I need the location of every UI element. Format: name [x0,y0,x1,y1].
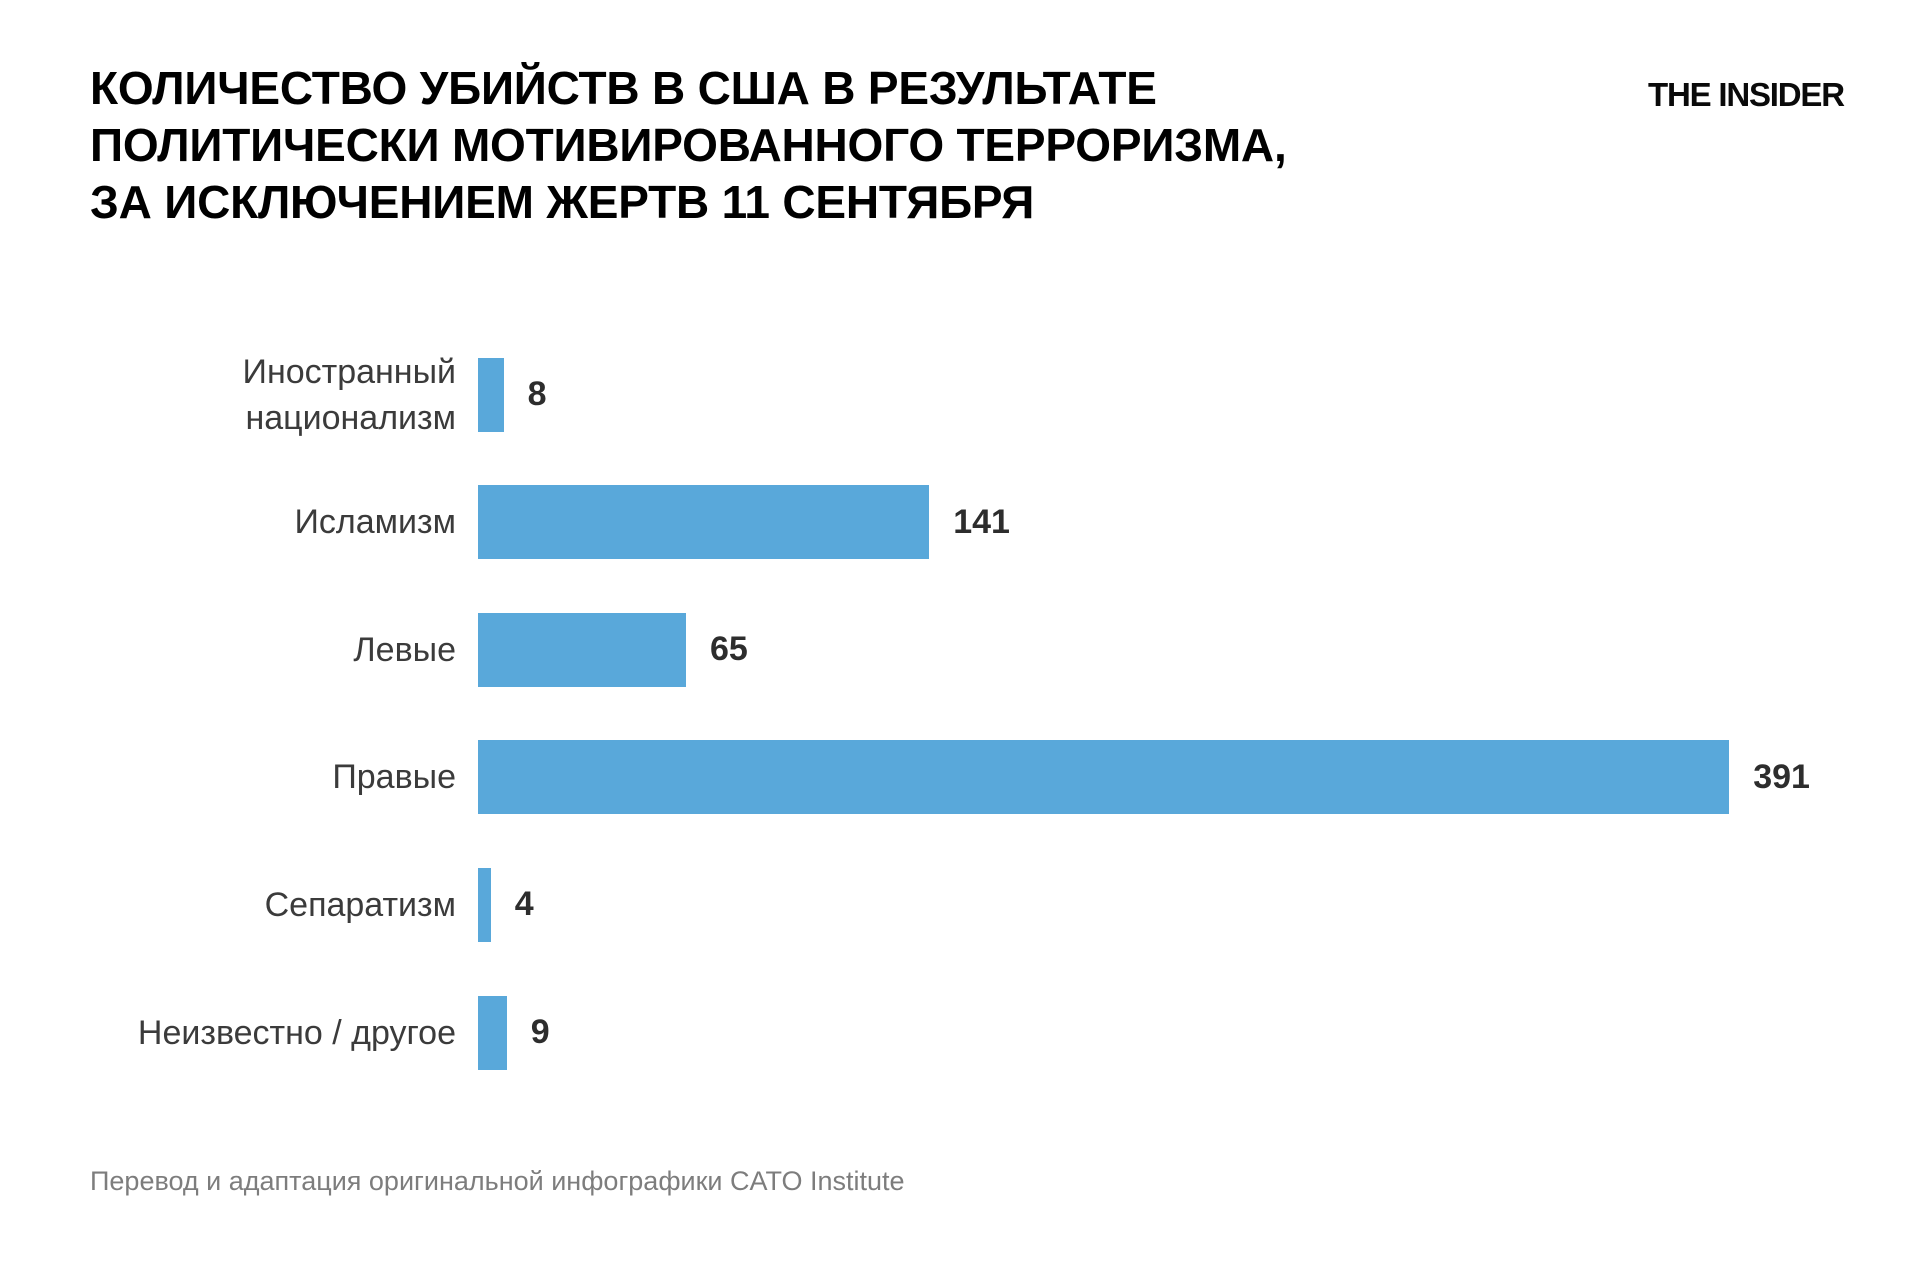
chart-row: Иностранный национализм 8 [0,352,1920,437]
chart-row: Правые 391 [0,740,1920,815]
category-label: Правые [332,758,456,797]
chart-row: Неизвестно / другое 9 [0,995,1920,1070]
value-label: 9 [530,1013,550,1051]
page-title-line-1: КОЛИЧЕСТВО УБИЙСТВ В США В РЕЗУЛЬТАТЕ [90,62,1157,114]
bar [478,612,686,687]
value-label: 4 [514,885,534,924]
bar [478,867,491,942]
bar [478,485,930,560]
page-title: КОЛИЧЕСТВО УБИЙСТВ В США В РЕЗУЛЬТАТЕ ПО… [90,60,1287,231]
chart-row: Левые 65 [0,612,1920,687]
the-insider-logo: THE INSIDER [1648,76,1845,113]
category-label: Сепаратизм [264,885,456,924]
category-label: Иностранный национализм [242,352,457,437]
category-label: Неизвестно / другое [137,1013,456,1052]
value-label: 141 [953,502,1010,541]
chart-row: Исламизм 141 [0,485,1920,560]
bar [478,740,1730,815]
category-label: Исламизм [294,503,456,542]
value-label: 8 [527,375,547,413]
bar [478,995,507,1070]
value-label: 65 [710,630,748,669]
value-label: 391 [1753,757,1810,796]
source-note: Перевод и адаптация оригинальной инфогра… [90,1166,905,1196]
page-title-line-3: ЗА ИСКЛЮЧЕНИЕМ ЖЕРТВ 11 СЕНТЯБРЯ [90,176,1035,228]
bar [478,357,504,432]
page-title-line-2: ПОЛИТИЧЕСКИ МОТИВИРОВАННОГО ТЕРРОРИЗМА, [90,119,1287,171]
chart-row: Сепаратизм 4 [0,867,1920,942]
category-label: Левые [353,630,456,669]
